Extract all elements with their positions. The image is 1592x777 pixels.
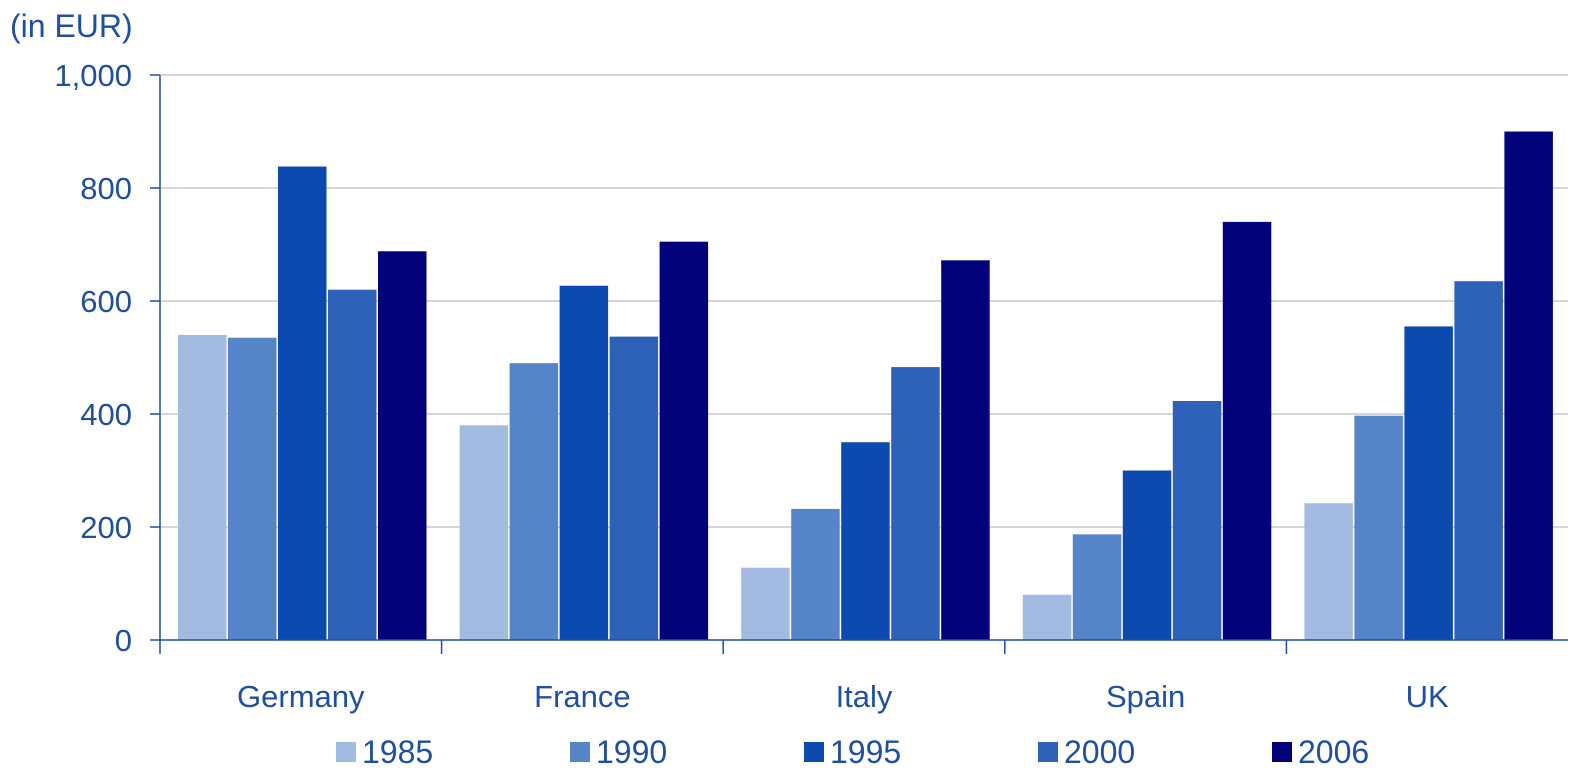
legend-label: 1990 [596, 733, 668, 770]
y-axis-unit-label: (in EUR) [10, 8, 133, 44]
bar-chart: 0 200 400 600 800 1,000 Germany France Italy Spai… [54, 58, 1568, 714]
bar-uk-1995 [1404, 326, 1453, 640]
legend-swatch [804, 742, 824, 762]
bar-italy-2006 [941, 260, 990, 640]
bar-germany-1990 [228, 337, 277, 640]
bar-spain-2000 [1172, 401, 1222, 640]
bar-uk-2006 [1504, 131, 1553, 640]
bar-uk-1985 [1304, 503, 1353, 640]
y-tick-label: 600 [80, 284, 132, 319]
x-category-label: Germany [237, 679, 365, 714]
legend-label: 1985 [362, 733, 434, 770]
bar-uk-1990 [1354, 415, 1403, 640]
axes [150, 74, 1568, 654]
legend-swatch [1038, 742, 1058, 762]
legend-label: 2006 [1298, 733, 1370, 770]
bar-germany-1985 [178, 334, 227, 640]
legend-item-1995: 1995 [804, 728, 901, 776]
x-category-label: France [534, 679, 630, 714]
bar-france-1985 [459, 425, 509, 640]
x-category-label: UK [1406, 679, 1449, 714]
legend-swatch [1272, 742, 1292, 762]
y-tick-label: 200 [80, 510, 132, 545]
bar-germany-1995 [278, 166, 327, 640]
legend-item-1985: 1985 [336, 728, 433, 776]
bar-italy-2000 [891, 367, 940, 640]
y-tick-label: 400 [80, 397, 132, 432]
bars [178, 131, 1553, 641]
bar-spain-2006 [1222, 221, 1272, 640]
bar-france-2006 [659, 241, 709, 641]
y-tick-label: 0 [115, 623, 132, 658]
x-category-label: Italy [836, 679, 893, 714]
legend: 1985 1990 1995 2000 2006 [0, 728, 1592, 776]
bar-italy-1990 [791, 508, 840, 640]
bar-spain-1995 [1122, 470, 1172, 640]
legend-swatch [570, 742, 590, 762]
bar-germany-2000 [328, 289, 377, 640]
tick-labels: 0 200 400 600 800 1,000 Germany France Italy Spai… [54, 58, 1449, 714]
bar-italy-1995 [841, 442, 890, 640]
bar-uk-2000 [1454, 281, 1503, 640]
legend-swatch [336, 742, 356, 762]
legend-item-2006: 2006 [1272, 728, 1369, 776]
y-tick-label: 1,000 [54, 58, 132, 93]
legend-item-1990: 1990 [570, 728, 667, 776]
y-tick-label: 800 [80, 171, 132, 206]
bar-germany-2006 [378, 251, 427, 640]
bar-spain-1990 [1072, 534, 1122, 640]
bar-france-2000 [609, 336, 659, 640]
legend-item-2000: 2000 [1038, 728, 1135, 776]
legend-label: 2000 [1064, 733, 1136, 770]
legend-label: 1995 [830, 733, 902, 770]
bar-france-1990 [509, 363, 559, 640]
bar-spain-1985 [1022, 594, 1072, 640]
bar-italy-1985 [741, 567, 790, 640]
bar-france-1995 [559, 285, 609, 640]
x-category-label: Spain [1106, 679, 1185, 714]
